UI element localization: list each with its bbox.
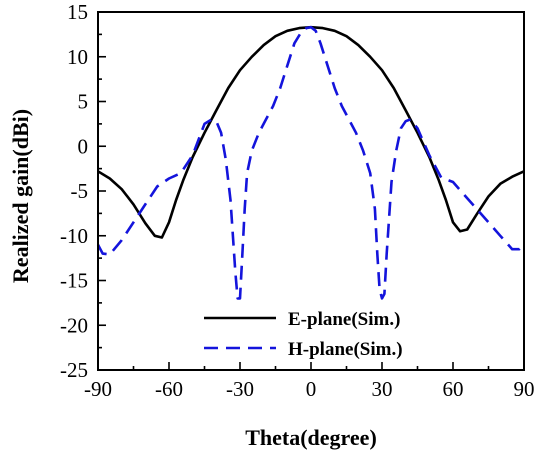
x-tick-label: 0 [306,377,317,401]
series-layer [96,25,525,300]
y-tick-label: -10 [60,224,88,248]
legend-label: E-plane(Sim.) [288,309,400,330]
x-axis-title: Theta(degree) [245,425,377,450]
series-line-e-plane [97,25,525,239]
y-tick-label: 0 [78,134,89,158]
x-tick-label: -90 [84,377,112,401]
x-tick-label: -30 [226,377,254,401]
y-tick-label: 10 [67,45,88,69]
y-tick-label: -25 [60,358,88,382]
series-line-h-plane [96,25,525,300]
plot-frame [97,11,525,371]
x-tick-label: 90 [514,377,535,401]
y-tick-label: -20 [60,313,88,337]
x-tick-label: -60 [155,377,183,401]
y-axis-title: Realized gain(dBi) [8,109,33,283]
legend: E-plane(Sim.) H-plane(Sim.) [204,309,403,360]
y-tick-label: -5 [71,179,89,203]
x-tick-label: 30 [372,377,393,401]
y-tick-label: 5 [78,90,89,114]
y-tick-label: -15 [60,269,88,293]
y-tick-label: 15 [67,0,88,24]
legend-label: H-plane(Sim.) [288,339,403,360]
x-tick-label: 60 [443,377,464,401]
ticks-layer: -90 -60 -30 0 30 60 90 -25 -20 -15 -10 -5 0 5 10 15 [60,0,535,401]
frame-layer [97,11,525,371]
